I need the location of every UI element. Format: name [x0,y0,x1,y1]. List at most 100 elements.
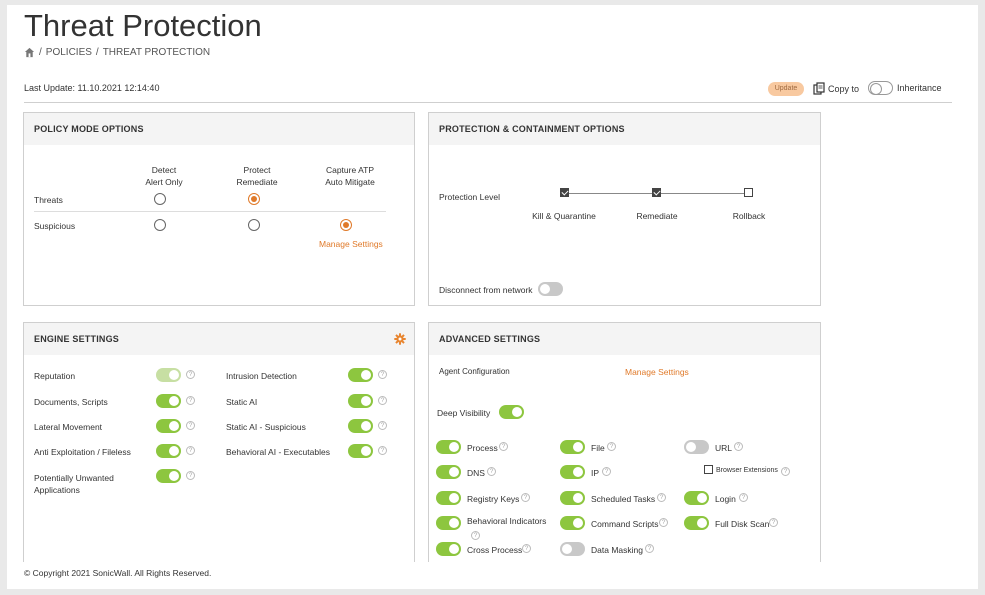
copy-icon [813,82,825,95]
row-label-suspicious: Suspicious [34,221,76,231]
disconnect-network-label: Disconnect from network [439,285,533,295]
cross-process-label: Cross Process [467,545,523,555]
agent-manage-settings-link[interactable]: Manage Settings [625,367,689,377]
dns-toggle[interactable] [436,465,461,479]
pua-toggle[interactable] [156,469,181,483]
deep-visibility-toggle[interactable] [499,405,524,419]
disconnect-network-toggle[interactable] [538,282,563,296]
behavioral-indicators-label: Behavioral Indicators [467,516,547,526]
static-ai-suspicious-toggle[interactable] [348,419,373,433]
scheduled-tasks-toggle[interactable] [560,491,585,505]
full-disk-scan-toggle[interactable] [684,516,709,530]
process-label: Process [467,443,498,453]
login-label: Login [715,494,736,504]
panel-title: ADVANCED SETTINGS [429,323,820,355]
help-icon[interactable]: ? [522,544,531,553]
data-masking-label: Data Masking [591,545,643,555]
behavioral-ai-toggle[interactable] [348,444,373,458]
suspicious-detect-radio[interactable] [154,219,166,231]
ip-label: IP [591,468,600,478]
row-label-threats: Threats [34,195,63,205]
help-icon[interactable]: ? [378,396,387,405]
column-header-detect: Detect Alert Only [145,165,183,187]
help-icon[interactable]: ? [186,446,195,455]
help-icon[interactable]: ? [499,442,508,451]
command-scripts-toggle[interactable] [560,516,585,530]
full-disk-scan-label: Full Disk Scan [715,519,770,529]
threats-detect-radio[interactable] [154,193,166,205]
manage-settings-link[interactable]: Manage Settings [319,239,383,249]
help-icon[interactable]: ? [186,421,195,430]
url-toggle[interactable] [684,440,709,454]
kill-quarantine-checkbox[interactable] [560,188,569,197]
header-divider [24,102,952,103]
help-icon[interactable]: ? [739,493,748,502]
help-icon[interactable]: ? [186,471,195,480]
help-icon[interactable]: ? [607,442,616,451]
browser-extensions-checkbox[interactable] [704,465,713,474]
help-icon[interactable]: ? [378,421,387,430]
remediate-checkbox[interactable] [652,188,661,197]
panel-title: POLICY MODE OPTIONS [24,113,414,145]
gear-icon[interactable] [394,333,406,345]
inheritance-toggle[interactable] [868,81,893,95]
documents-scripts-toggle[interactable] [156,394,181,408]
copy-to-button[interactable]: Copy to [813,82,859,96]
help-icon[interactable]: ? [471,531,480,540]
help-icon[interactable]: ? [378,446,387,455]
help-icon[interactable]: ? [186,396,195,405]
anti-exploitation-toggle[interactable] [156,444,181,458]
column-header-protect: Protect Remediate [236,165,278,187]
reputation-toggle[interactable] [156,368,181,382]
engine-settings-panel: ENGINE SETTINGS Reputation ? Documents, … [23,322,415,562]
help-icon[interactable]: ? [602,467,611,476]
help-icon[interactable]: ? [734,442,743,451]
protection-level-label: Protection Level [439,192,500,202]
process-toggle[interactable] [436,440,461,454]
help-icon[interactable]: ? [781,467,790,476]
cross-process-toggle[interactable] [436,542,461,556]
update-button[interactable]: Update [768,82,804,96]
suspicious-protect-radio[interactable] [248,219,260,231]
ip-toggle[interactable] [560,465,585,479]
last-update-text: Last Update: 11.10.2021 12:14:40 [24,83,160,93]
policy-mode-panel: POLICY MODE OPTIONS Detect Alert Only Pro… [23,112,415,306]
intrusion-detection-label: Intrusion Detection [226,371,297,381]
suspicious-capture-radio[interactable] [340,219,352,231]
static-ai-toggle[interactable] [348,394,373,408]
rollback-checkbox[interactable] [744,188,753,197]
agent-config-label: Agent Configuration [439,367,510,376]
help-icon[interactable]: ? [657,493,666,502]
browser-extensions-label: Browser Extensions [716,467,778,474]
url-label: URL [715,443,733,453]
help-icon[interactable]: ? [487,467,496,476]
lateral-movement-toggle[interactable] [156,419,181,433]
help-icon[interactable]: ? [659,518,668,527]
breadcrumb-policies[interactable]: POLICIES [45,47,92,58]
reputation-label: Reputation [34,371,76,381]
intrusion-detection-toggle[interactable] [348,368,373,382]
deep-visibility-label: Deep Visibility [437,408,491,418]
scheduled-tasks-label: Scheduled Tasks [591,494,656,504]
home-icon[interactable] [24,47,35,58]
behavioral-ai-label: Behavioral AI - Executables [226,447,330,457]
rollback-label: Rollback [732,211,766,221]
file-toggle[interactable] [560,440,585,454]
data-masking-toggle[interactable] [560,542,585,556]
help-icon[interactable]: ? [769,518,778,527]
kill-quarantine-label: Kill & Quarantine [532,211,596,221]
file-label: File [591,443,605,453]
dns-label: DNS [467,468,485,478]
panel-title: ENGINE SETTINGS [24,323,414,355]
help-icon[interactable]: ? [521,493,530,502]
behavioral-indicators-toggle[interactable] [436,516,461,530]
command-scripts-label: Command Scripts [591,519,659,529]
help-icon[interactable]: ? [645,544,654,553]
panel-title: PROTECTION & CONTAINMENT OPTIONS [429,113,820,145]
registry-keys-toggle[interactable] [436,491,461,505]
copy-to-label: Copy to [828,84,860,94]
threats-protect-radio[interactable] [248,193,260,205]
help-icon[interactable]: ? [378,370,387,379]
help-icon[interactable]: ? [186,370,195,379]
login-toggle[interactable] [684,491,709,505]
